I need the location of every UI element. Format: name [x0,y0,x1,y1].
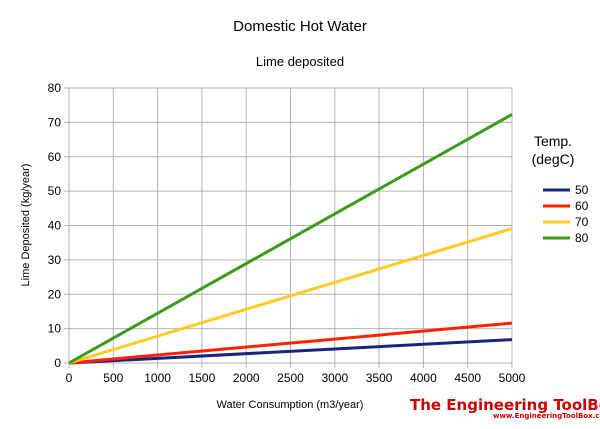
y-tick-label: 60 [48,150,62,164]
y-tick-label: 70 [48,115,62,129]
legend-items: 50 60 70 80 [543,183,589,245]
legend-title-line2: (degC) [532,151,575,167]
brand-logo: The Engineering ToolBox www.EngineeringT… [410,396,600,420]
legend-label-50: 50 [575,183,589,197]
x-tick-label: 1500 [189,371,216,385]
series-line-80 [68,113,513,365]
y-tick-label: 10 [48,322,62,336]
brand-name: The Engineering ToolBox [410,396,600,414]
x-tick-label: 0 [66,371,73,385]
legend-title-line1: Temp. [534,133,572,149]
y-tick-label: 50 [48,184,62,198]
chart-title: Domestic Hot Water [233,18,367,35]
series-line-50 [68,338,513,365]
series-lines [68,113,513,365]
x-axis-label: Water Consumption (m3/year) [217,399,364,411]
y-tick-label: 20 [48,287,62,301]
x-tick-label: 2000 [233,371,260,385]
y-tick-label: 30 [48,253,62,267]
series-line-60 [68,321,513,365]
legend: Temp. (degC) 50 60 70 80 [532,133,589,245]
series-line-70 [68,227,513,365]
x-tick-label: 3500 [366,371,393,385]
grid [68,87,513,364]
x-tick-label: 3000 [321,371,348,385]
chart-subtitle: Lime deposited [256,54,344,69]
x-tick-label: 4500 [454,371,481,385]
legend-label-80: 80 [575,231,589,245]
x-tick-label: 500 [103,371,123,385]
x-tick-label: 5000 [499,371,526,385]
axes [64,87,513,368]
tick-labels: 0 10 20 30 40 50 60 70 80 0 500 1000 1500 2000 2500 300… [48,81,526,385]
y-axis-label: Lime Deposited (kg/year) [20,164,32,287]
brand-url: www.EngineeringToolBox.com [493,412,600,420]
legend-label-70: 70 [575,215,589,229]
x-tick-label: 4000 [410,371,437,385]
x-tick-label: 2500 [277,371,304,385]
y-tick-label: 80 [48,81,62,95]
y-tick-label: 40 [48,219,62,233]
y-tick-label: 0 [54,356,61,370]
x-tick-label: 1000 [144,371,171,385]
legend-label-60: 60 [575,199,589,213]
